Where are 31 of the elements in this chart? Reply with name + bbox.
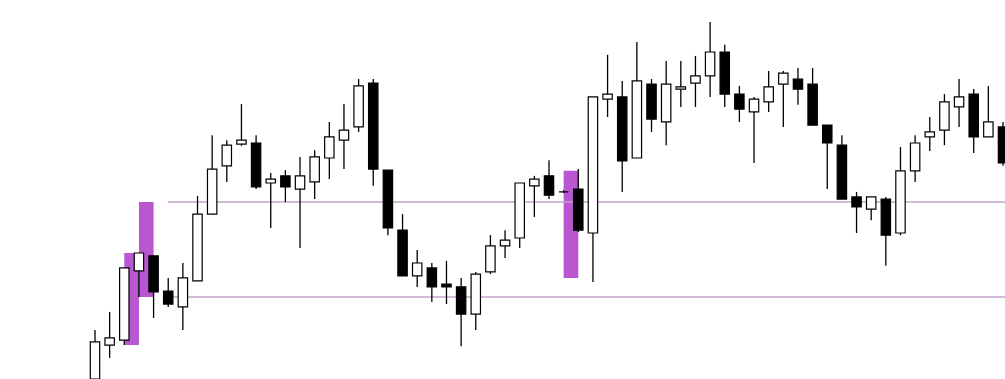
candlestick (602, 54, 613, 118)
candlestick (499, 229, 511, 259)
candlestick (162, 277, 174, 308)
candlestick (763, 70, 774, 113)
candlestick (426, 262, 438, 303)
candlestick (865, 196, 877, 221)
candlestick (690, 55, 701, 108)
candlestick (821, 124, 833, 190)
candlestick (953, 78, 965, 128)
candlestick (104, 311, 115, 359)
candlestick (441, 260, 452, 305)
candlestick (236, 103, 247, 147)
candlestick (704, 21, 716, 98)
candlestick (734, 85, 745, 123)
candlestick (675, 60, 687, 108)
candlestick (748, 96, 760, 164)
candlestick (133, 252, 145, 298)
candlestick (221, 139, 233, 183)
candlestick (338, 103, 350, 170)
candlestick (280, 169, 291, 203)
candlestick (265, 172, 277, 229)
candlestick (294, 156, 306, 249)
candlestick (778, 70, 789, 128)
candlestick (851, 191, 862, 234)
candlestick (792, 67, 804, 106)
candlestick (543, 159, 555, 200)
candlestick (983, 85, 994, 138)
candlestick (924, 116, 936, 152)
candlestick (529, 175, 540, 218)
candlestick (411, 249, 423, 288)
candlestick (324, 121, 335, 180)
